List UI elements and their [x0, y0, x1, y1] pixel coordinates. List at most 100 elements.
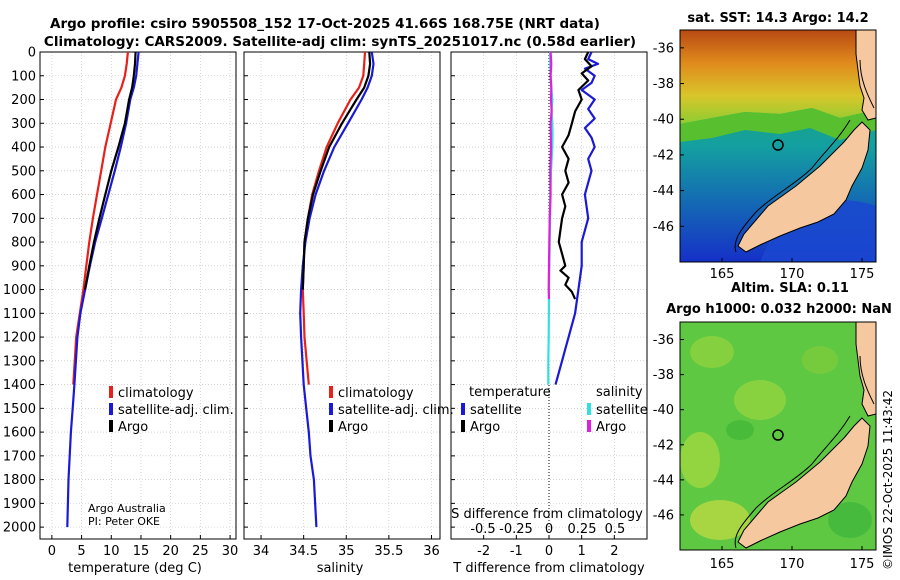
sst-lon-tick-labels: 165 170 175 — [710, 258, 875, 282]
pi-institution: Argo Australia — [88, 502, 166, 515]
legend-label-climatology: climatology — [118, 386, 194, 401]
salinity-legend: climatology satellite-adj. clim. Argo — [329, 386, 454, 435]
lat-tick-label: -44 — [653, 473, 674, 488]
depth-tick-label: 2000 — [3, 521, 36, 536]
depth-tick-label: 900 — [11, 259, 36, 274]
sst-land-south-island — [737, 121, 871, 253]
sla-map: Altim. SLA: 0.11 Argo h1000: 0.032 h2000… — [653, 281, 892, 572]
lat-tick-label: -36 — [653, 333, 674, 348]
s-difference-tick-label: -0.5 — [470, 522, 495, 537]
lat-tick-label: -36 — [653, 41, 674, 56]
sla-shelf-contour — [734, 355, 875, 549]
depth-tick-label: 100 — [11, 69, 36, 84]
legend-swatch-climatology — [109, 386, 113, 398]
sla-float-marker — [772, 429, 784, 441]
x-tick-label: 25 — [192, 544, 209, 559]
x-tick-label: 20 — [162, 544, 179, 559]
legend-swatch-t-satellite — [461, 403, 465, 415]
temperature-lines — [66, 52, 140, 528]
legend-swatch-t-argo — [461, 420, 465, 432]
lat-tick-label: -42 — [653, 438, 674, 453]
series-line-satellite-adj-clim- — [66, 52, 140, 528]
series-line-s-argo — [547, 52, 553, 300]
lon-tick-label: 165 — [710, 267, 735, 282]
series-line-argo — [301, 52, 372, 290]
legend-swatch-argo — [329, 420, 333, 432]
legend-swatch-satellite — [329, 403, 333, 415]
series-line-t-satellite — [554, 52, 600, 385]
lat-tick-label: -38 — [653, 77, 674, 92]
depth-tick-label: 300 — [11, 117, 36, 132]
sla-lon-tick-labels: 165 170 175 — [710, 546, 874, 572]
sst-land-north — [855, 30, 876, 121]
sst-shelf-contour — [734, 59, 875, 253]
x-tick-label: 34.5 — [289, 544, 318, 559]
sla-anomaly-patch — [680, 432, 720, 488]
sla-anomaly-patch — [690, 500, 750, 540]
temperature-legend: climatology satellite-adj. clim. Argo — [109, 386, 234, 435]
s-difference-tick-labels: -0.5 -0.25 0 0.25 0.5 — [470, 522, 625, 537]
series-line-climatology — [301, 52, 367, 385]
depth-tick-labels: 0 100 200 300 400 500 600 700 800 900 1000 1100 1200… — [3, 46, 36, 536]
depth-tick-label: 1400 — [3, 378, 36, 393]
lat-tick-label: -44 — [653, 184, 674, 199]
depth-tick-label: 1800 — [3, 473, 36, 488]
legend-swatch-satellite — [109, 403, 113, 415]
sla-anomaly-patch — [726, 420, 754, 440]
salinity-axes-frame — [243, 51, 441, 540]
legend-label-argo: Argo — [118, 420, 148, 435]
depth-tick-label: 700 — [11, 212, 36, 227]
legend-label-t-argo: Argo — [470, 420, 500, 435]
lat-tick-label: -40 — [653, 403, 674, 418]
depth-tick-label: 800 — [11, 236, 36, 251]
sst-float-marker — [772, 139, 784, 151]
depth-tick-label: 200 — [11, 93, 36, 108]
salinity-lines — [299, 52, 375, 528]
legend-title-temperature: temperature — [469, 385, 551, 400]
sst-map-title: sat. SST: 14.3 Argo: 14.2 — [687, 11, 868, 26]
figure-title-line1: Argo profile: csiro 5905508_152 17-Oct-2… — [50, 16, 600, 32]
legend-label-satellite: satellite-adj. clim. — [338, 403, 454, 418]
legend-label-s-satellite: satellite — [596, 403, 648, 418]
salinity-panel: 34 34.5 35 35.5 36 salinity climatology sate… — [243, 51, 454, 576]
x-tick-label: 5 — [77, 544, 85, 559]
legend-label-s-argo: Argo — [596, 420, 626, 435]
sst-map-frame — [679, 29, 877, 263]
sla-land-south-island — [737, 417, 871, 549]
lat-tick-label: -42 — [653, 148, 674, 163]
x-tick-label: 2 — [610, 544, 618, 559]
depth-tick-label: 1200 — [3, 331, 36, 346]
legend-label-climatology: climatology — [338, 386, 414, 401]
lat-tick-label: -46 — [653, 220, 674, 235]
sst-map: sat. SST: 14.3 Argo: 14.2 -36 -38 -40 -42 -4… — [653, 11, 877, 282]
x-tick-label: -1 — [510, 544, 523, 559]
sla-anomaly-patch — [734, 380, 786, 420]
depth-tick-label: 1600 — [3, 426, 36, 441]
legend-title-salinity: salinity — [596, 385, 643, 400]
legend-label-argo: Argo — [338, 420, 368, 435]
temperature-panel: 0100200300400500600700800900100011001200… — [3, 46, 238, 577]
sla-map-frame — [679, 321, 877, 551]
lon-tick-label: 165 — [710, 557, 735, 572]
difference-panel: -2 -1 0 1 2 -0.5 -0.25 0 0.25 0.5 S difference f… — [450, 51, 648, 576]
salinity-tick-labels: 34 34.5 35 35.5 36 — [253, 544, 440, 559]
lon-tick-label: 175 — [850, 267, 875, 282]
x-tick-label: 0 — [48, 544, 56, 559]
lon-tick-label: 170 — [780, 267, 805, 282]
x-tick-label: 15 — [133, 544, 150, 559]
s-difference-tick-label: 0.5 — [605, 522, 626, 537]
x-tick-label: 30 — [222, 544, 239, 559]
difference-lines — [547, 52, 600, 385]
lat-tick-label: -46 — [653, 508, 674, 523]
lat-tick-label: -38 — [653, 368, 674, 383]
figure-title-line2: Climatology: CARS2009. Satellite-adj cli… — [44, 34, 636, 50]
depth-tick-label: 1300 — [3, 354, 36, 369]
depth-tick-label: 1700 — [3, 449, 36, 464]
x-tick-label: 34 — [253, 544, 270, 559]
x-tick-label: 1 — [578, 544, 586, 559]
depth-tick-label: 600 — [11, 188, 36, 203]
sla-anomaly-patch — [802, 346, 838, 374]
legend-label-satellite: satellite-adj. clim. — [118, 403, 234, 418]
depth-tick-label: 1000 — [3, 283, 36, 298]
